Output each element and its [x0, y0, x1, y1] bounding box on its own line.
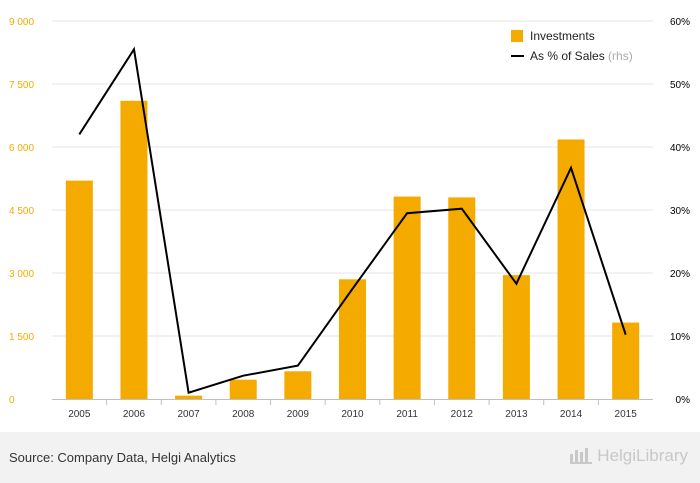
x-tick-label: 2010 — [341, 409, 364, 420]
left-tick-label: 6 000 — [9, 143, 34, 154]
x-tick-label: 2012 — [451, 409, 474, 420]
right-tick-label: 0% — [676, 395, 691, 406]
source-note: Source: Company Data, Helgi Analytics — [9, 450, 236, 465]
brand-logo: HelgiLibrary — [570, 446, 688, 466]
x-tick-label: 2007 — [177, 409, 200, 420]
right-tick-label: 30% — [670, 206, 690, 217]
legend-swatch-investments — [511, 30, 523, 42]
bar-2013 — [502, 275, 530, 399]
left-tick-label: 4 500 — [9, 206, 34, 217]
chart-footer: Source: Company Data, Helgi Analytics He… — [0, 432, 700, 483]
right-tick-label: 20% — [670, 269, 690, 280]
right-tick-label: 50% — [670, 80, 690, 91]
line-series-as-pct-of-sales — [78, 46, 627, 394]
bar-2008 — [229, 379, 257, 399]
x-tick-label: 2009 — [287, 409, 310, 420]
legend-label-as-pct-of-sales: As % of Sales (rhs) — [530, 49, 633, 63]
x-tick-label: 2008 — [232, 409, 255, 420]
bar-2010 — [339, 279, 366, 399]
right-tick-label: 40% — [670, 143, 690, 154]
x-tick-label: 2015 — [615, 409, 638, 420]
x-tick-label: 2014 — [560, 409, 583, 420]
legend: Investments As % of Sales (rhs) — [511, 29, 633, 63]
bar-2012 — [448, 197, 476, 399]
bar-2005 — [65, 180, 93, 399]
legend-label-suffix: (rhs) — [608, 49, 633, 63]
bar-2015 — [612, 322, 640, 399]
x-tick-label: 2013 — [505, 409, 528, 420]
left-tick-label: 1 500 — [9, 332, 34, 343]
right-tick-label: 60% — [670, 17, 690, 28]
bar-2007 — [175, 395, 203, 399]
x-tick-label: 2005 — [68, 409, 91, 420]
library-icon — [570, 448, 593, 464]
right-tick-label: 10% — [670, 332, 690, 343]
x-tick-label: 2011 — [396, 409, 418, 420]
bar-2009 — [284, 371, 312, 399]
bar-2011 — [393, 196, 421, 399]
left-tick-label: 7 500 — [9, 80, 34, 91]
bar-2014 — [557, 139, 585, 399]
left-tick-label: 9 000 — [9, 17, 34, 28]
legend-label-investments: Investments — [530, 29, 595, 43]
brand-name: HelgiLibrary — [597, 446, 688, 465]
chart-canvas: 0 1 500 3 000 4 500 6 000 7 500 9 000 0% 10% 20% 3… — [9, 17, 691, 420]
x-tick-label: 2006 — [123, 409, 146, 420]
bar-2006 — [120, 100, 148, 400]
left-tick-label: 3 000 — [9, 269, 34, 280]
left-tick-label: 0 — [9, 395, 15, 406]
